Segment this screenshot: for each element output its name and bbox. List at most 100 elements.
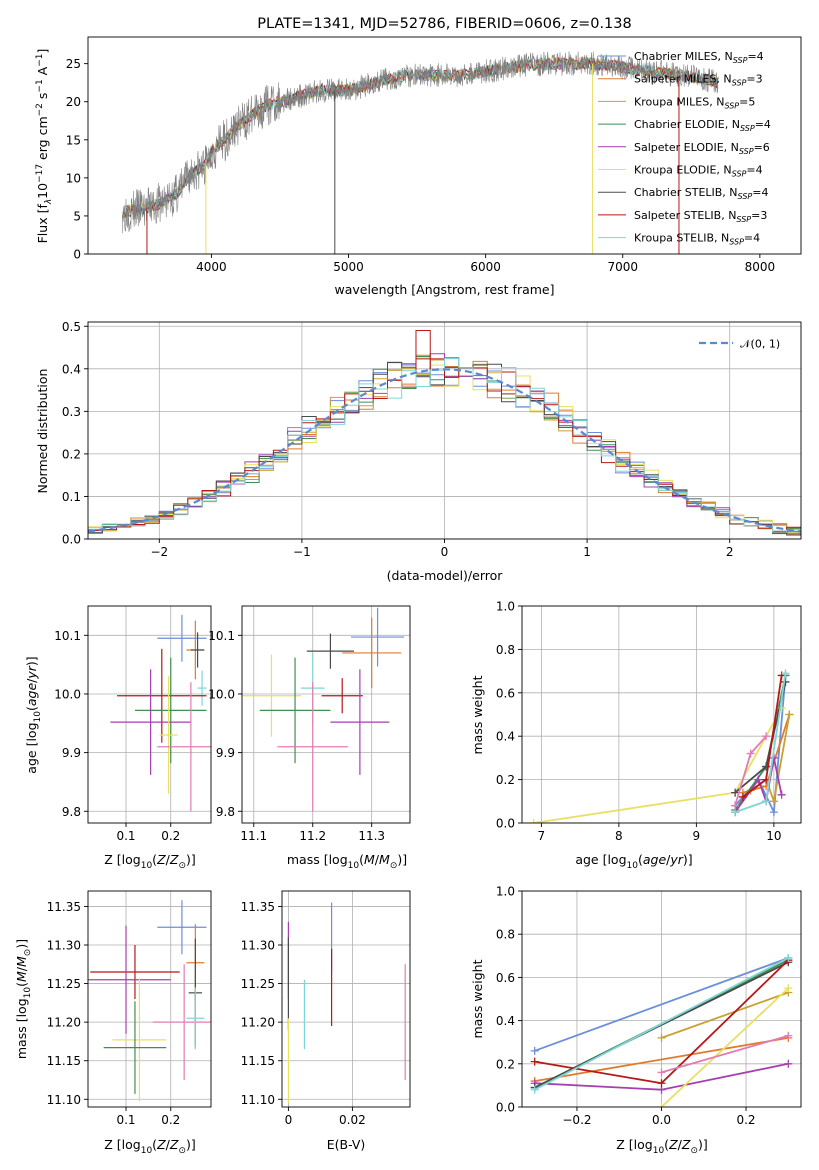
legend-label: 𝒩(0, 1) — [740, 338, 780, 351]
plot-area-residuals — [88, 322, 801, 539]
label-part: / — [166, 1137, 171, 1152]
weight-marker — [731, 788, 740, 797]
x-tick-label: 11.3 — [358, 829, 385, 843]
x-tick-label: 0.1 — [116, 1113, 135, 1127]
legend-entry: Kroupa MILES, NSSP=5 — [598, 95, 755, 110]
model-line — [122, 57, 719, 219]
axes-frame — [281, 890, 411, 1108]
y-tick-label: 0.4 — [496, 730, 515, 744]
plot-area-age-vs-mass — [242, 606, 410, 823]
model-line — [121, 57, 719, 219]
errorbar-point — [306, 633, 354, 669]
plot-area-EBV — [282, 891, 410, 1107]
label-part: SSP — [733, 56, 748, 65]
errorbar-point — [88, 925, 171, 1034]
label-part: ( — [359, 852, 364, 867]
label-part: Flux [f — [35, 204, 50, 244]
label-part: M — [379, 852, 390, 867]
axes-residuals: −2 −1 0 1 2 0.0 0.1 0.2 0.3 0.4 0.5 𝒩(0, 1) (data-mo… — [35, 320, 802, 583]
label-part: / — [666, 852, 671, 867]
weight-marker — [530, 1057, 539, 1066]
label-part: 10 — [23, 987, 33, 999]
label-part: =3 — [751, 209, 767, 222]
weight-line — [534, 957, 789, 1091]
axes-frame — [521, 605, 802, 824]
label-part: / — [375, 852, 380, 867]
label-part: −2 — [35, 103, 45, 116]
legend-label: Chabrier ELODIE, NSSP=4 — [634, 118, 771, 133]
y-tick-label: 0.1 — [62, 490, 81, 504]
y-tick-label: 10.1 — [208, 629, 235, 643]
y-tick-label: 0.2 — [62, 447, 81, 461]
model-line — [121, 57, 719, 219]
label-part: =5 — [739, 95, 755, 108]
errorbar-point — [190, 632, 205, 668]
y-tick-label: 0.0 — [496, 1101, 515, 1115]
label-part: Kroupa STELIB, N — [634, 232, 729, 245]
weight-marker — [769, 808, 778, 817]
plot-area-weight-vs-age — [522, 606, 801, 823]
weight-marker — [754, 775, 763, 784]
legend-label: Kroupa MILES, NSSP=5 — [634, 95, 755, 110]
x-axis-label: (data-model)/error — [387, 568, 504, 583]
label-part: M — [14, 956, 29, 967]
x-tick-label: 0 — [441, 545, 449, 559]
label-part: SSP — [732, 79, 747, 88]
legend-entry: Salpeter STELIB, NSSP=3 — [598, 209, 767, 224]
label-part: ⊙ — [23, 949, 33, 957]
label-part: Z — [156, 1137, 166, 1152]
label-part: s — [35, 93, 50, 104]
label-part: SSP — [724, 101, 739, 110]
label-part: −1 — [35, 79, 45, 92]
x-tick-label: 11.2 — [299, 829, 326, 843]
plot-area-age-vs-Z — [88, 606, 211, 823]
x-tick-label: 7000 — [607, 260, 638, 274]
label-part: Kroupa ELODIE, N — [634, 164, 732, 177]
x-tick-label: 8 — [615, 829, 623, 843]
label-part: ( — [24, 706, 39, 711]
label-part: ] — [35, 49, 50, 54]
label-part: Salpeter MILES, N — [634, 73, 732, 86]
y-tick-label: 11.35 — [47, 900, 81, 914]
label-part: ( — [664, 1137, 669, 1152]
histogram-step — [88, 358, 801, 538]
weight-marker — [777, 790, 786, 799]
weight-line — [534, 1037, 789, 1082]
label-part: )] — [683, 852, 693, 867]
label-part: )] — [397, 852, 407, 867]
weight-line — [660, 987, 789, 1107]
errorbar-point — [342, 617, 402, 689]
y-tick-label: 0.4 — [62, 362, 81, 376]
label-part: Chabrier ELODIE, N — [634, 118, 740, 131]
x-axis-label: E(B-V) — [327, 1137, 366, 1152]
y-tick-label: 0.2 — [496, 1057, 515, 1071]
errorbar-point — [242, 654, 301, 737]
label-part: Salpeter STELIB, N — [634, 209, 736, 222]
legend-label: Chabrier MILES, NSSP=4 — [634, 50, 764, 65]
axes-frame — [87, 890, 212, 1108]
weight-marker — [657, 1068, 666, 1077]
x-tick-label: 0.2 — [161, 829, 180, 843]
label-part: M — [14, 971, 29, 982]
legend-entry: Salpeter ELODIE, NSSP=6 — [598, 141, 770, 156]
label-part: age [log — [575, 852, 626, 867]
y-tick-label: 9.8 — [62, 805, 81, 819]
label-part: Chabrier STELIB, N — [634, 186, 738, 199]
label-part: )] — [698, 1137, 708, 1152]
weight-marker — [657, 1079, 666, 1088]
legend-entry: Chabrier STELIB, NSSP=4 — [598, 186, 768, 201]
label-part: 10 — [33, 711, 43, 723]
x-tick-label: 0.0 — [652, 1113, 671, 1127]
y-tick-label: 1.0 — [496, 600, 515, 614]
x-tick-label: −2 — [150, 545, 168, 559]
label-part: =4 — [752, 186, 768, 199]
label-part: Chabrier MILES, N — [634, 50, 733, 63]
label-part: M — [364, 852, 375, 867]
weight-marker — [784, 1031, 793, 1040]
weight-marker — [781, 669, 790, 678]
legend-label: Kroupa ELODIE, NSSP=4 — [634, 164, 763, 179]
x-tick-label: 0.2 — [736, 1113, 755, 1127]
y-tick-label: 9.9 — [62, 746, 81, 760]
x-tick-label: 0.1 — [116, 829, 135, 843]
